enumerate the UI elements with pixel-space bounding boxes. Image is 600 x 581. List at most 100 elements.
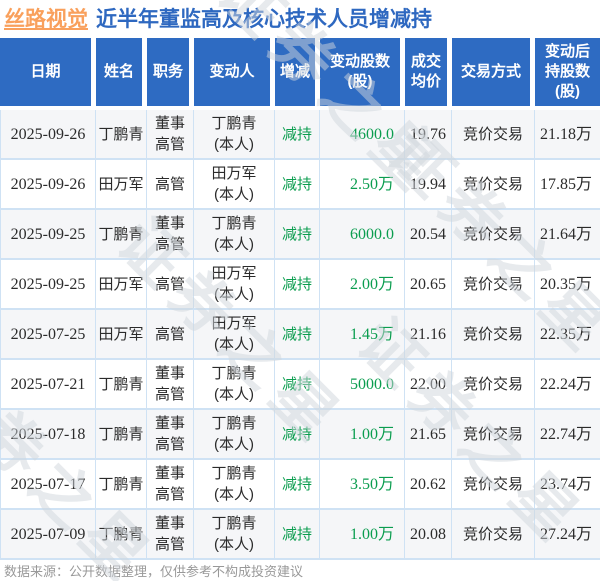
- cell-date: 2025-07-21: [0, 360, 96, 410]
- cell-after: 22.24万: [535, 360, 600, 410]
- cell-direction: 减持: [275, 360, 320, 410]
- cell-name: 田万军: [96, 310, 147, 360]
- cell-date: 2025-07-17: [0, 460, 96, 510]
- cell-name: 丁鹏青: [96, 360, 147, 410]
- cell-direction: 减持: [275, 510, 320, 560]
- col-header-direction: 增减: [275, 38, 320, 110]
- cell-shares: 1.00万: [320, 410, 405, 460]
- cell-position: 董事 高管: [147, 210, 194, 260]
- cell-avg-price: 20.65: [405, 260, 452, 310]
- cell-after: 17.85万: [535, 160, 600, 210]
- table-row: 2025-07-21 丁鹏青 董事 高管 丁鹏青 (本人) 减持 5000.0 …: [0, 360, 600, 410]
- cell-changer: 田万军 (本人): [194, 160, 275, 210]
- cell-changer: 田万军 (本人): [194, 310, 275, 360]
- cell-changer: 丁鹏青 (本人): [194, 110, 275, 160]
- cell-method: 竞价交易: [452, 460, 535, 510]
- cell-shares: 1.45万: [320, 310, 405, 360]
- cell-avg-price: 21.16: [405, 310, 452, 360]
- cell-position: 高管: [147, 260, 194, 310]
- page-title: 丝路视觉 近半年董监高及核心技术人员增减持: [0, 0, 600, 38]
- col-header-name: 姓名: [96, 38, 147, 110]
- cell-direction: 减持: [275, 460, 320, 510]
- cell-shares: 2.50万: [320, 160, 405, 210]
- cell-changer: 丁鹏青 (本人): [194, 360, 275, 410]
- title-text: 近半年董监高及核心技术人员增减持: [96, 8, 432, 31]
- table-row: 2025-09-26 田万军 高管 田万军 (本人) 减持 2.50万 19.9…: [0, 160, 600, 210]
- cell-method: 竞价交易: [452, 360, 535, 410]
- cell-position: 董事 高管: [147, 360, 194, 410]
- col-header-shares: 变动股数 (股): [320, 38, 405, 110]
- cell-shares: 4600.0: [320, 110, 405, 160]
- stock-name-link[interactable]: 丝路视觉: [4, 8, 88, 31]
- cell-after: 20.35万: [535, 260, 600, 310]
- cell-date: 2025-09-26: [0, 160, 96, 210]
- col-header-after: 变动后 持股数 (股): [535, 38, 600, 110]
- cell-avg-price: 19.94: [405, 160, 452, 210]
- cell-position: 高管: [147, 310, 194, 360]
- cell-changer: 田万军 (本人): [194, 260, 275, 310]
- cell-direction: 减持: [275, 310, 320, 360]
- cell-date: 2025-07-18: [0, 410, 96, 460]
- table-row: 2025-07-17 丁鹏青 董事 高管 丁鹏青 (本人) 减持 3.50万 2…: [0, 460, 600, 510]
- cell-direction: 减持: [275, 160, 320, 210]
- cell-direction: 减持: [275, 110, 320, 160]
- cell-changer: 丁鹏青 (本人): [194, 510, 275, 560]
- cell-date: 2025-07-09: [0, 510, 96, 560]
- cell-avg-price: 20.08: [405, 510, 452, 560]
- cell-shares: 5000.0: [320, 360, 405, 410]
- cell-date: 2025-09-25: [0, 210, 96, 260]
- cell-avg-price: 20.62: [405, 460, 452, 510]
- cell-after: 21.18万: [535, 110, 600, 160]
- cell-changer: 丁鹏青 (本人): [194, 410, 275, 460]
- cell-method: 竞价交易: [452, 210, 535, 260]
- cell-direction: 减持: [275, 260, 320, 310]
- cell-name: 丁鹏青: [96, 510, 147, 560]
- cell-avg-price: 22.00: [405, 360, 452, 410]
- holdings-change-table: 日期 姓名 职务 变动人 增减 变动股数 (股) 成交 均价 交易方式 变动后 …: [0, 38, 600, 560]
- cell-date: 2025-07-25: [0, 310, 96, 360]
- cell-changer: 丁鹏青 (本人): [194, 460, 275, 510]
- cell-after: 23.74万: [535, 460, 600, 510]
- header-row: 日期 姓名 职务 变动人 增减 变动股数 (股) 成交 均价 交易方式 变动后 …: [0, 38, 600, 110]
- cell-method: 竞价交易: [452, 110, 535, 160]
- cell-avg-price: 20.54: [405, 210, 452, 260]
- cell-position: 董事 高管: [147, 510, 194, 560]
- cell-method: 竞价交易: [452, 160, 535, 210]
- cell-shares: 6000.0: [320, 210, 405, 260]
- cell-method: 竞价交易: [452, 510, 535, 560]
- col-header-changer: 变动人: [194, 38, 275, 110]
- table-row: 2025-07-09 丁鹏青 董事 高管 丁鹏青 (本人) 减持 1.00万 2…: [0, 510, 600, 560]
- col-header-date: 日期: [0, 38, 96, 110]
- cell-name: 丁鹏青: [96, 460, 147, 510]
- col-header-position: 职务: [147, 38, 194, 110]
- cell-date: 2025-09-25: [0, 260, 96, 310]
- cell-name: 丁鹏青: [96, 110, 147, 160]
- cell-position: 高管: [147, 160, 194, 210]
- table-row: 2025-09-26 丁鹏青 董事 高管 丁鹏青 (本人) 减持 4600.0 …: [0, 110, 600, 160]
- table-row: 2025-07-25 田万军 高管 田万军 (本人) 减持 1.45万 21.1…: [0, 310, 600, 360]
- table-row: 2025-09-25 丁鹏青 董事 高管 丁鹏青 (本人) 减持 6000.0 …: [0, 210, 600, 260]
- cell-avg-price: 21.65: [405, 410, 452, 460]
- cell-direction: 减持: [275, 410, 320, 460]
- cell-position: 董事 高管: [147, 410, 194, 460]
- col-header-method: 交易方式: [452, 38, 535, 110]
- cell-method: 竞价交易: [452, 310, 535, 360]
- cell-direction: 减持: [275, 210, 320, 260]
- cell-shares: 2.00万: [320, 260, 405, 310]
- data-source-note: 数据来源：公开数据整理，仅供参考不构成投资建议: [4, 564, 304, 579]
- cell-shares: 1.00万: [320, 510, 405, 560]
- cell-changer: 丁鹏青 (本人): [194, 210, 275, 260]
- cell-after: 22.35万: [535, 310, 600, 360]
- cell-after: 27.24万: [535, 510, 600, 560]
- table-row: 2025-09-25 田万军 高管 田万军 (本人) 减持 2.00万 20.6…: [0, 260, 600, 310]
- cell-method: 竞价交易: [452, 410, 535, 460]
- col-header-avg-price: 成交 均价: [405, 38, 452, 110]
- cell-name: 田万军: [96, 260, 147, 310]
- cell-after: 22.74万: [535, 410, 600, 460]
- cell-avg-price: 19.76: [405, 110, 452, 160]
- cell-date: 2025-09-26: [0, 110, 96, 160]
- cell-shares: 3.50万: [320, 460, 405, 510]
- cell-name: 田万军: [96, 160, 147, 210]
- cell-name: 丁鹏青: [96, 410, 147, 460]
